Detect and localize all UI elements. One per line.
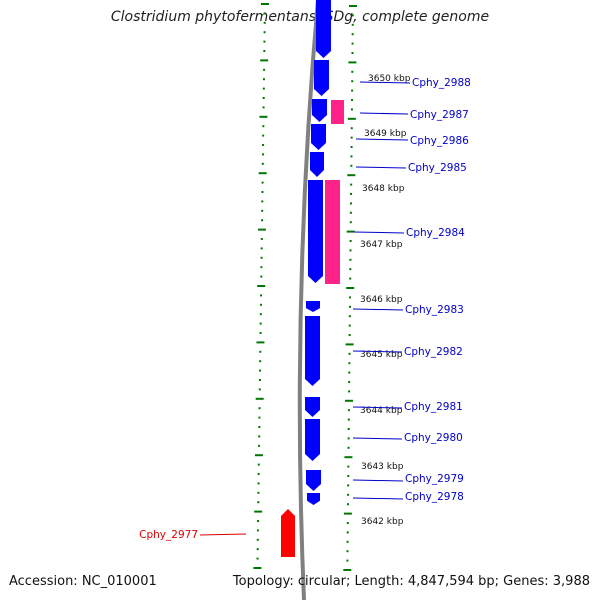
gene-leader-line: [353, 231, 405, 234]
gene-leader-line: [199, 533, 247, 536]
forward-gene-arrow: [305, 316, 320, 386]
gene-leader-line: [352, 406, 403, 409]
gene-label[interactable]: Cphy_2981: [404, 401, 463, 413]
gene-label[interactable]: Cphy_2986: [410, 135, 469, 147]
accession-text: Accession: NC_010001: [9, 574, 157, 589]
highlight-gene-arrow: [281, 509, 295, 557]
forward-gene-arrow: [312, 99, 327, 122]
forward-gene-arrow: [305, 397, 320, 417]
gene-leader-line: [352, 350, 403, 353]
forward-gene-arrow: [314, 60, 329, 96]
reverse-gene-block: [331, 100, 344, 124]
forward-gene-arrow: [308, 180, 323, 283]
forward-gene-arrow: [310, 152, 324, 177]
forward-gene-arrow: [307, 493, 320, 505]
left-tick-track: [253, 3, 269, 569]
genome-title: Clostridium phytofermentans ISDg, comple…: [110, 9, 490, 25]
gene-leader-line: [355, 166, 407, 169]
forward-gene-arrow: [306, 470, 321, 491]
gene-leader-line: [352, 479, 404, 482]
kbp-label: 3646 kbp: [360, 295, 403, 305]
gene-leader-line: [352, 437, 403, 440]
forward-gene-arrow: [305, 419, 320, 461]
kbp-label: 3647 kbp: [360, 240, 403, 250]
gene-label[interactable]: Cphy_2983: [405, 304, 464, 316]
genome-summary-text: Topology: circular; Length: 4,847,594 bp…: [232, 574, 590, 589]
gene-features: [281, 0, 344, 557]
gene-label[interactable]: Cphy_2987: [410, 109, 469, 121]
gene-leader-line: [352, 497, 404, 500]
kbp-label: 3650 kbp: [368, 74, 411, 84]
gene-label[interactable]: Cphy_2979: [405, 473, 464, 485]
gene-label[interactable]: Cphy_2984: [406, 227, 465, 239]
kbp-label: 3645 kbp: [360, 350, 403, 360]
forward-gene-arrow: [306, 301, 320, 312]
genome-backbone: [297, 0, 320, 600]
kbp-label: 3649 kbp: [364, 129, 407, 139]
right-tick-track: [343, 5, 357, 571]
gene-leader-line: [359, 81, 411, 84]
gene-label[interactable]: Cphy_2988: [412, 77, 471, 89]
gene-leader-line: [359, 112, 409, 115]
gene-leader-line: [355, 138, 409, 141]
kbp-label: 3642 kbp: [361, 517, 404, 527]
gene-label[interactable]: Cphy_2977: [139, 529, 198, 541]
gene-label[interactable]: Cphy_2980: [404, 432, 463, 444]
kbp-label: 3648 kbp: [362, 184, 405, 194]
forward-gene-arrow: [316, 0, 331, 58]
kbp-scale: 3650 kbp 3649 kbp 3648 kbp 3647 kbp 3646 kbp…: [360, 74, 411, 527]
kbp-label: 3643 kbp: [361, 462, 404, 472]
gene-leader-line: [352, 308, 404, 311]
gene-labels: Cphy_2988 Cphy_2987 Cphy_2986 Cphy_2985 Cphy…: [139, 77, 471, 541]
kbp-label: 3644 kbp: [360, 406, 403, 416]
gene-label[interactable]: Cphy_2978: [405, 491, 464, 503]
forward-gene-arrow: [311, 124, 326, 150]
gene-label[interactable]: Cphy_2982: [404, 346, 463, 358]
gene-label[interactable]: Cphy_2985: [408, 162, 467, 174]
reverse-gene-block: [325, 180, 340, 284]
